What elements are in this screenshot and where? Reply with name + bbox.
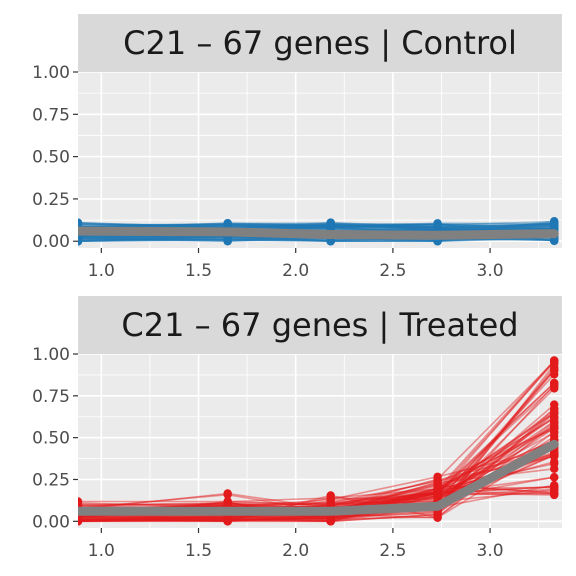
y-tick-label: 0.50 <box>32 148 70 168</box>
plot-background <box>78 72 562 248</box>
gene-point <box>78 515 83 524</box>
gene-point <box>223 516 232 525</box>
panel-treated: C21 – 67 genes | Treated 0.00 0.25 0.50 0.75… <box>32 296 562 561</box>
panel-control: C21 – 67 genes | Control 0.00 0.25 0.50 0.75… <box>32 14 562 281</box>
gene-point <box>550 356 559 365</box>
y-tick-label: 1.00 <box>32 63 70 83</box>
y-tick-label: 0.50 <box>32 429 70 449</box>
gene-point <box>433 489 442 498</box>
gene-point <box>550 365 559 374</box>
x-tick-label: 1.5 <box>185 541 212 561</box>
facet-title: C21 – 67 genes | Treated <box>121 306 518 344</box>
facet-strip <box>78 296 562 354</box>
x-tick-label: 1.0 <box>88 261 115 281</box>
mean-line <box>78 439 559 516</box>
gene-point <box>326 219 335 228</box>
gene-point <box>550 219 559 228</box>
facet-title: C21 – 67 genes | Control <box>123 24 517 62</box>
x-tick-label: 1.0 <box>88 541 115 561</box>
gene-point <box>550 404 559 414</box>
gene-point <box>550 482 559 491</box>
x-tick-label: 3.0 <box>477 261 504 281</box>
y-tick-label: 0.75 <box>32 387 70 407</box>
gene-point <box>550 473 559 482</box>
x-tick-label: 2.5 <box>379 541 406 561</box>
y-tick-label: 0.25 <box>32 190 70 210</box>
y-tick-label: 0.75 <box>32 105 70 125</box>
x-tick-label: 2.0 <box>282 261 309 281</box>
x-tick-label: 2.0 <box>282 541 309 561</box>
gene-point <box>550 490 559 500</box>
y-tick-label: 0.00 <box>32 232 70 252</box>
plot-background <box>78 354 562 528</box>
gene-point <box>550 380 559 390</box>
y-tick-label: 0.25 <box>32 470 70 490</box>
gene-point <box>433 220 442 229</box>
x-tick-label: 2.5 <box>379 261 406 281</box>
facet-strip <box>78 14 562 72</box>
plot-area <box>78 354 562 528</box>
y-tick-label: 1.00 <box>32 345 70 365</box>
gene-point <box>550 464 559 473</box>
gene-point <box>550 451 559 460</box>
gene-point <box>223 489 232 498</box>
plot-area <box>78 72 562 248</box>
gene-point <box>433 478 442 487</box>
x-tick-label: 3.0 <box>477 541 504 561</box>
gene-point <box>433 513 442 523</box>
gene-point <box>550 421 559 431</box>
mean-line <box>78 226 559 240</box>
y-tick-label: 0.00 <box>32 512 70 532</box>
x-tick-label: 1.5 <box>185 261 212 281</box>
